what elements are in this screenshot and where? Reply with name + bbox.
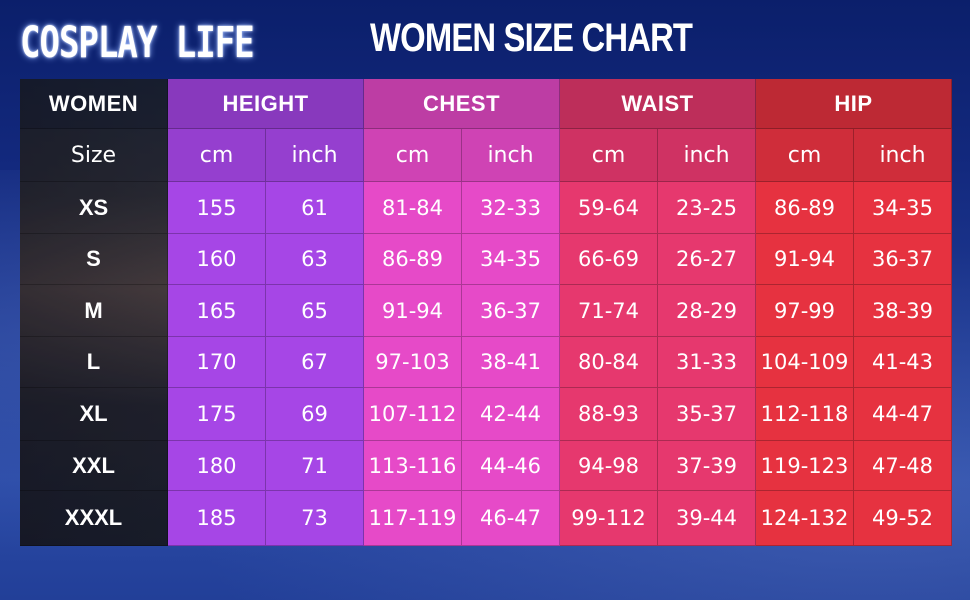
table-cell: 61 <box>266 182 364 234</box>
unit-header-chest-cm: cm <box>364 129 462 182</box>
size-column-label: Size <box>20 129 168 182</box>
corner-label: WOMEN <box>20 79 168 129</box>
unit-header-hip-inch: inch <box>854 129 952 182</box>
table-cell: 37-39 <box>658 441 756 491</box>
table-cell: 38-41 <box>462 337 560 388</box>
table-cell: 185 <box>168 491 266 546</box>
table-cell: 36-37 <box>462 285 560 337</box>
table-cell: 107-112 <box>364 388 462 441</box>
table-cell: 38-39 <box>854 285 952 337</box>
table-cell: 34-35 <box>462 234 560 285</box>
photo-overlay <box>20 79 168 546</box>
table-cell: 44-47 <box>854 388 952 441</box>
table-cell: 69 <box>266 388 364 441</box>
table-cell: 42-44 <box>462 388 560 441</box>
table-cell: 23-25 <box>658 182 756 234</box>
table-cell: 97-99 <box>756 285 854 337</box>
table-cell: 28-29 <box>658 285 756 337</box>
table-cell: 32-33 <box>462 182 560 234</box>
table-cell: 91-94 <box>364 285 462 337</box>
table-cell: 80-84 <box>560 337 658 388</box>
table-cell: 73 <box>266 491 364 546</box>
table-cell: 99-112 <box>560 491 658 546</box>
table-cell: 65 <box>266 285 364 337</box>
table-cell: 67 <box>266 337 364 388</box>
unit-header-height-cm: cm <box>168 129 266 182</box>
group-header-chest: CHEST <box>364 79 560 129</box>
table-cell: 36-37 <box>854 234 952 285</box>
table-cell: 117-119 <box>364 491 462 546</box>
table-cell: 170 <box>168 337 266 388</box>
table-cell: 88-93 <box>560 388 658 441</box>
table-cell: 97-103 <box>364 337 462 388</box>
table-cell: 86-89 <box>364 234 462 285</box>
table-cell: 46-47 <box>462 491 560 546</box>
size-label: S <box>20 234 168 285</box>
table-cell: 91-94 <box>756 234 854 285</box>
table-cell: 35-37 <box>658 388 756 441</box>
table-cell: 175 <box>168 388 266 441</box>
table-cell: 39-44 <box>658 491 756 546</box>
table-cell: 26-27 <box>658 234 756 285</box>
table-cell: 165 <box>168 285 266 337</box>
table-cell: 180 <box>168 441 266 491</box>
table-cell: 71 <box>266 441 364 491</box>
table-cell: 124-132 <box>756 491 854 546</box>
group-header-height: HEIGHT <box>168 79 364 129</box>
group-header-waist: WAIST <box>560 79 756 129</box>
size-label: L <box>20 337 168 388</box>
brand-logo: COSPLAY LIFE <box>20 18 255 68</box>
table-cell: 31-33 <box>658 337 756 388</box>
unit-header-hip-cm: cm <box>756 129 854 182</box>
table-cell: 44-46 <box>462 441 560 491</box>
table-cell: 81-84 <box>364 182 462 234</box>
table-cell: 71-74 <box>560 285 658 337</box>
size-label: XS <box>20 182 168 234</box>
table-cell: 155 <box>168 182 266 234</box>
size-label: XL <box>20 388 168 441</box>
size-label: XXL <box>20 441 168 491</box>
size-chart-table: WOMEN Size HEIGHT cm inch CHEST cm inch WAIST cm i… <box>20 79 952 546</box>
table-cell: 34-35 <box>854 182 952 234</box>
table-cell: 59-64 <box>560 182 658 234</box>
table-cell: 49-52 <box>854 491 952 546</box>
unit-header-waist-cm: cm <box>560 129 658 182</box>
table-cell: 41-43 <box>854 337 952 388</box>
table-cell: 119-123 <box>756 441 854 491</box>
table-cell: 94-98 <box>560 441 658 491</box>
unit-header-waist-inch: inch <box>658 129 756 182</box>
table-cell: 112-118 <box>756 388 854 441</box>
unit-header-height-inch: inch <box>266 129 364 182</box>
group-header-hip: HIP <box>756 79 952 129</box>
table-cell: 86-89 <box>756 182 854 234</box>
size-label: XXXL <box>20 491 168 546</box>
table-cell: 160 <box>168 234 266 285</box>
table-cell: 47-48 <box>854 441 952 491</box>
page-title: WOMEN SIZE CHART <box>370 16 693 60</box>
table-cell: 113-116 <box>364 441 462 491</box>
size-label: M <box>20 285 168 337</box>
table-cell: 104-109 <box>756 337 854 388</box>
unit-header-chest-inch: inch <box>462 129 560 182</box>
table-cell: 66-69 <box>560 234 658 285</box>
table-cell: 63 <box>266 234 364 285</box>
